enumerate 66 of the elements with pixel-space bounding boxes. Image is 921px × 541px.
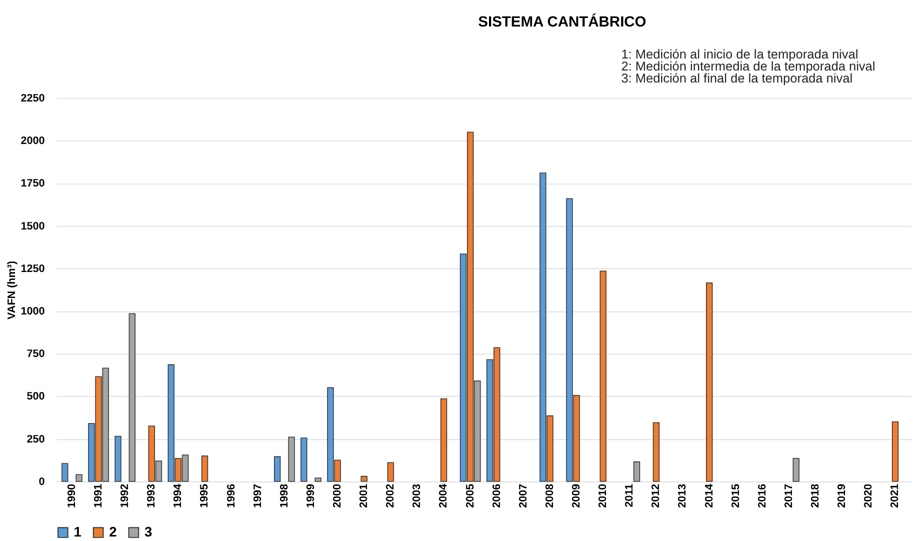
y-tick-label: 500 [26, 390, 45, 403]
x-tick-label: 2005 [464, 484, 476, 508]
y-axis-title: VAFN (hm³) [6, 260, 18, 320]
x-tick-label: 2008 [544, 484, 556, 508]
x-tick-label: 1998 [278, 484, 290, 508]
bar [633, 461, 640, 482]
legend-label: 2 [109, 524, 118, 540]
bar [792, 458, 800, 482]
bar [652, 422, 660, 482]
x-tick-label: 1999 [304, 484, 317, 508]
y-tick-label: 250 [26, 433, 45, 446]
x-tick-label: 2015 [730, 484, 742, 508]
bar [114, 436, 122, 482]
y-tick-label: 1250 [20, 262, 45, 275]
y-tick-label: 0 [38, 476, 45, 488]
bar [288, 436, 295, 482]
x-tick-label: 2020 [862, 484, 875, 508]
bar [76, 474, 82, 482]
x-tick-label: 2018 [810, 484, 822, 508]
bar [300, 438, 308, 482]
x-tick-label: 1993 [146, 484, 158, 508]
bar [706, 282, 713, 482]
y-tick-label: 2000 [20, 135, 45, 148]
x-tick-label: 2003 [411, 484, 424, 508]
x-tick-label: 2011 [624, 484, 636, 508]
x-tick-label: 1997 [252, 484, 264, 508]
x-tick-label: 1995 [198, 484, 211, 508]
x-tick-label: 1994 [172, 484, 184, 508]
y-tick-label: 1500 [20, 220, 45, 232]
x-tick-label: 2019 [836, 484, 848, 508]
x-tick-label: 1990 [66, 484, 78, 508]
bar [440, 398, 448, 482]
x-tick-label: 1992 [119, 484, 132, 508]
x-tick-label: 2007 [517, 484, 530, 508]
y-tick-label: 750 [26, 348, 45, 360]
legend-label: 3 [144, 524, 152, 540]
x-tick-label: 2001 [358, 484, 370, 508]
x-tick-label: 2002 [384, 484, 397, 508]
x-tick-label: 1991 [92, 484, 104, 508]
bar [387, 462, 394, 482]
x-tick-label: 2016 [756, 484, 768, 508]
x-tick-label: 2000 [331, 484, 344, 508]
bar [360, 476, 368, 482]
bar [201, 455, 208, 482]
bar [128, 313, 136, 482]
x-tick-label: 2010 [597, 484, 610, 508]
x-tick-label: 2012 [650, 484, 662, 508]
x-tick-label: 2009 [570, 484, 582, 508]
bar [274, 456, 281, 482]
x-tick-label: 2021 [889, 484, 902, 508]
bar [892, 421, 899, 482]
bar [62, 463, 68, 482]
y-tick-label: 2250 [20, 92, 45, 105]
y-tick-label: 1000 [20, 305, 45, 318]
x-tick-label: 2006 [490, 484, 503, 508]
x-tick-label: 2013 [676, 484, 689, 508]
y-tick-label: 1750 [20, 178, 45, 190]
text: 1: Medición al inicio de la temporada nival [621, 46, 858, 62]
x-tick-label: 2017 [782, 484, 795, 508]
legend-label: 1 [74, 524, 82, 540]
bar [314, 478, 322, 482]
bar [600, 270, 606, 482]
x-tick-label: 2014 [703, 484, 716, 508]
x-tick-label: 1996 [225, 484, 238, 508]
chart-title: SISTEMA CANTÁBRICO [478, 12, 646, 30]
x-tick-label: 2004 [438, 484, 450, 508]
